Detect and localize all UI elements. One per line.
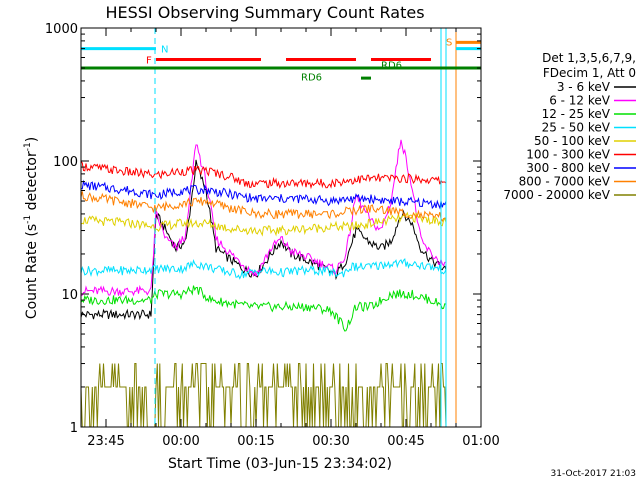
- x-tick-label: 00:30: [312, 434, 349, 449]
- chart-title: HESSI Observing Summary Count Rates: [105, 3, 424, 22]
- y-tick-label: 10: [61, 288, 78, 303]
- series-line: [81, 285, 447, 332]
- series-line: [81, 191, 447, 222]
- series-line: [81, 179, 447, 210]
- annotation-label: F: [146, 55, 152, 66]
- legend-label: 800 - 7000 keV: [519, 175, 611, 189]
- annotation-label: RD6: [381, 61, 402, 72]
- plot-area: [80, 27, 482, 428]
- x-tick-label: 00:45: [387, 434, 424, 449]
- series-line: [81, 211, 447, 237]
- annotation-label: N: [161, 45, 168, 56]
- series-line: [81, 363, 447, 427]
- legend-label: 12 - 25 keV: [542, 107, 611, 121]
- footer-timestamp: 31-Oct-2017 21:03: [551, 469, 636, 479]
- legend: Det 1,3,5,6,7,9, FDecim 1, Att 0 3 - 6 k…: [503, 51, 636, 202]
- annotation-label: RD6: [301, 73, 322, 84]
- x-tick-label: 01:00: [462, 434, 499, 449]
- x-tick-label: 23:45: [87, 434, 124, 449]
- y-tick-label: 1: [70, 421, 78, 436]
- legend-label: 100 - 300 keV: [526, 148, 610, 162]
- legend-label: 25 - 50 keV: [542, 121, 611, 135]
- x-axis-label: Start Time (03-Jun-15 23:34:02): [168, 456, 392, 472]
- y-axis-label-main: Count Rate (s: [24, 224, 40, 319]
- y-tick-label: 1000: [45, 22, 78, 37]
- x-tick-label: 00:15: [237, 434, 274, 449]
- x-tick-label: 00:00: [162, 434, 199, 449]
- marker-layer: [81, 28, 481, 427]
- y-axis-label-end: ): [24, 137, 40, 142]
- annotation-label: S: [446, 38, 452, 49]
- y-axis-label-sup1: -1: [23, 215, 33, 224]
- legend-header-line-1: Det 1,3,5,6,7,9,: [542, 51, 636, 65]
- series-layer: [81, 139, 447, 427]
- y-axis-label: Count Rate (s-1 detector-1): [23, 137, 40, 319]
- legend-label: 3 - 6 keV: [557, 80, 611, 94]
- y-tick-label: 100: [53, 155, 78, 170]
- legend-label: 300 - 800 keV: [526, 161, 610, 175]
- legend-header-line-2: FDecim 1, Att 0: [543, 66, 636, 80]
- legend-label: 7000 - 20000 keV: [503, 188, 610, 202]
- legend-label: 50 - 100 keV: [534, 134, 611, 148]
- series-line: [81, 258, 447, 280]
- y-axis: 1 10 100 1000: [45, 22, 481, 436]
- x-axis: 23:45 00:00 00:15 00:30 00:45 01:00: [80, 28, 500, 449]
- series-line: [81, 139, 447, 298]
- y-axis-label-mid: detector: [24, 151, 40, 215]
- y-axis-label-sup2: -1: [23, 142, 33, 151]
- series-line: [81, 161, 447, 190]
- legend-label: 6 - 12 keV: [549, 94, 611, 108]
